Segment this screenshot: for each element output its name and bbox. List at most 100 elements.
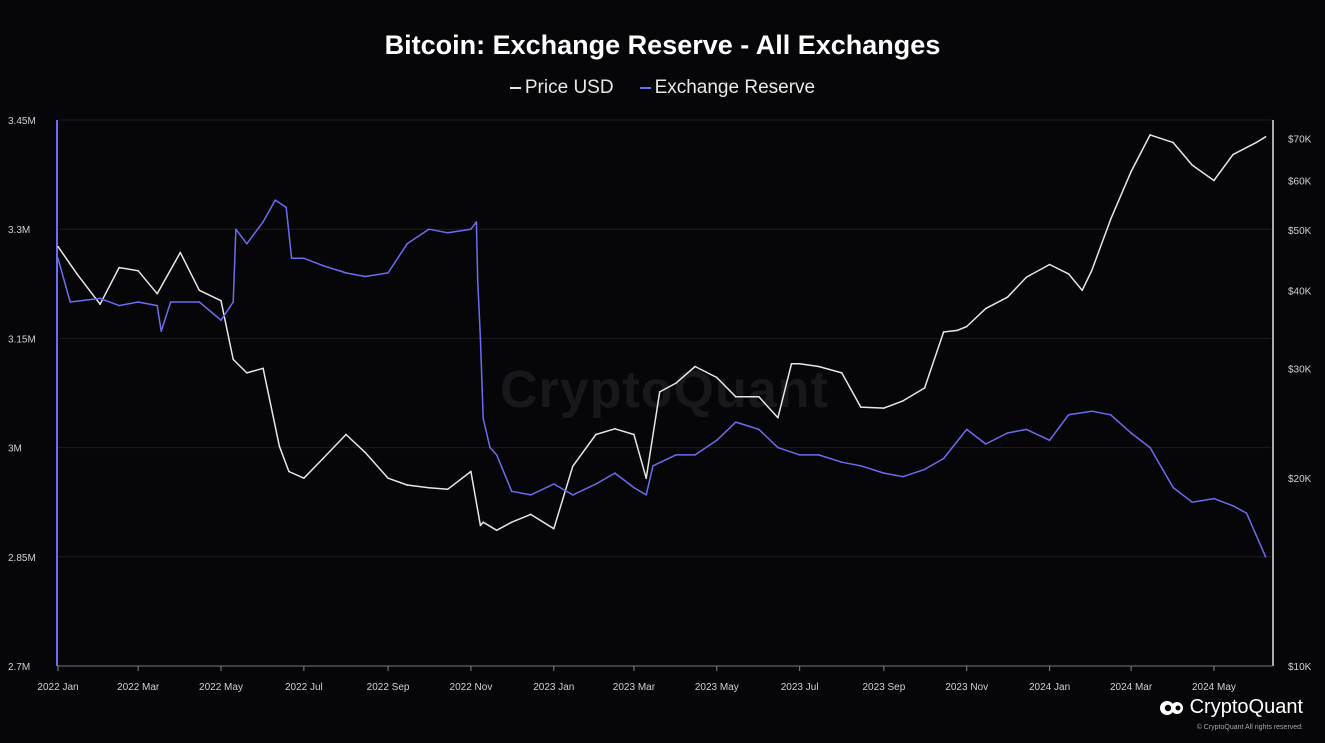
price-point [645, 477, 647, 479]
reserve-point [942, 457, 945, 460]
price-point [387, 477, 389, 479]
reserve-point [798, 454, 801, 456]
x-tick-label: 2022 Mar [117, 682, 160, 693]
y-left-tick-label: 3.45M [8, 116, 36, 127]
price-point [614, 427, 616, 430]
reserve-point [322, 264, 324, 267]
y-right-tick-label: $40K [1288, 286, 1312, 297]
price-point [658, 391, 661, 393]
price-point [1130, 170, 1132, 173]
reserve-point [118, 304, 120, 307]
price-point [479, 524, 482, 527]
reserve-point [735, 421, 737, 423]
price-point [1048, 263, 1051, 266]
reserve-point [902, 475, 904, 478]
x-tick-label: 2023 Jan [533, 682, 574, 693]
reserve-point [1149, 446, 1151, 449]
gridlines [58, 119, 1271, 667]
reserve-point [923, 468, 926, 471]
price-point [790, 363, 793, 365]
reserve-point [777, 446, 779, 449]
reserve-point [859, 465, 862, 467]
reserve-point [345, 272, 347, 274]
reserve-point [675, 454, 677, 456]
reserve-point [572, 494, 574, 496]
price-point [482, 521, 484, 524]
reserve-point [1109, 414, 1112, 416]
price-point [428, 487, 430, 489]
price-point [246, 372, 248, 374]
reserve-point [489, 446, 491, 449]
price-point [552, 527, 555, 530]
y-right-tick-label: $60K [1288, 176, 1312, 187]
price-point [840, 372, 843, 374]
price-point [675, 382, 677, 384]
series-lines [57, 134, 1267, 558]
price-point [76, 273, 78, 275]
reserve-point [303, 257, 305, 260]
x-tick-label: 2022 Jul [285, 682, 323, 693]
reserve-point [1191, 501, 1194, 504]
reserve-point [428, 228, 430, 230]
x-tick-label: 2023 Mar [613, 682, 656, 693]
price-point [303, 477, 305, 479]
reserve-point [198, 301, 201, 303]
y-right-tick-label: $30K [1288, 364, 1312, 375]
x-tick-label: 2023 Sep [862, 682, 905, 693]
x-tick-label: 2024 Mar [1110, 682, 1153, 693]
price-point [156, 292, 158, 295]
price-point [942, 331, 945, 333]
price-point [572, 465, 574, 468]
chart-title: Bitcoin: Exchange Reserve - All Exchange… [384, 30, 941, 60]
reserve-point [1006, 432, 1009, 434]
price-point [694, 365, 696, 368]
reserve-point [1245, 512, 1248, 514]
reserve-point [1255, 534, 1257, 536]
price-point [1213, 179, 1215, 182]
reserve-point [476, 279, 479, 281]
legend-item-reserve[interactable]: Exchange Reserve [639, 77, 815, 99]
price-point [1191, 164, 1194, 166]
x-tick-label: 2023 May [695, 682, 739, 693]
reserve-point [510, 490, 513, 493]
reserve-point [57, 257, 59, 260]
price-point [470, 470, 472, 473]
reserve-point [552, 483, 555, 485]
reserve-point [406, 242, 408, 245]
reserve-point [715, 439, 718, 442]
price-point [364, 451, 366, 454]
price-point [595, 433, 597, 436]
reserve-point [840, 461, 843, 463]
reserve-point [1213, 497, 1215, 500]
y-left-tick-label: 2.85M [8, 553, 36, 564]
price-point [902, 400, 904, 402]
x-tick-label: 2023 Jul [781, 682, 819, 693]
reserve-point [984, 443, 987, 445]
y-right-tick-label: $20K [1288, 474, 1312, 485]
price-point [179, 251, 182, 254]
price-point [137, 269, 139, 272]
reserve-point [447, 232, 449, 234]
price-point [1067, 273, 1070, 275]
y-left-tick-label: 3.3M [8, 225, 30, 236]
series-line-price-usd [57, 134, 1266, 532]
tick-labels: 3.45M 3.3M 3.15M 3M 2.85M 2.7M $70K $60K $50K $40… [8, 116, 1312, 693]
price-point [1264, 135, 1267, 138]
price-point [777, 416, 779, 419]
reserve-point [156, 304, 158, 307]
reserve-point [479, 337, 482, 340]
price-point [278, 445, 281, 448]
reserve-point [364, 275, 366, 278]
price-point [118, 266, 120, 269]
reserve-point [470, 228, 472, 230]
legend-swatch-reserve [639, 87, 651, 89]
reserve-point [495, 454, 498, 456]
price-point [798, 363, 801, 365]
x-tick-label: 2022 Jan [37, 682, 78, 693]
legend-item-price[interactable]: Price USD [509, 77, 614, 99]
x-tick-label: 2022 Sep [367, 682, 410, 693]
price-point [232, 358, 235, 361]
cryptoquant-logo-icon [1159, 700, 1183, 715]
x-tick-label: 2022 Nov [450, 682, 493, 693]
reserve-point [232, 301, 235, 303]
